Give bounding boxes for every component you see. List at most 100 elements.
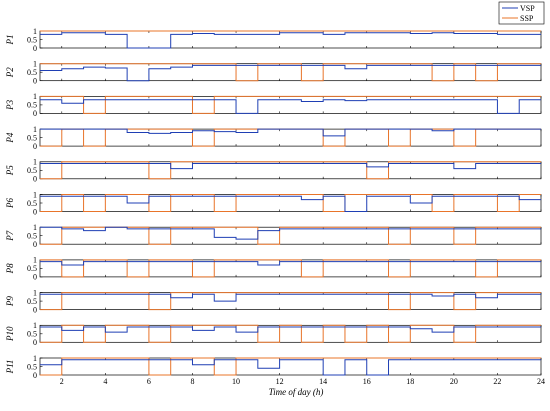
x-tick-label: 4 (103, 377, 107, 386)
panel-frame (39, 194, 542, 212)
panel-label: P9 (5, 296, 15, 307)
panel-label: P1 (5, 35, 15, 46)
x-axis-label: Time of day (h) (269, 387, 324, 397)
y-tick-label: 1 (33, 354, 37, 363)
y-tick-label: 0.5 (27, 35, 37, 44)
series-ssp-p2 (40, 63, 541, 82)
y-tick-label: 0 (33, 44, 37, 53)
y-tick-label: 0.5 (27, 68, 37, 77)
panel-frame (39, 292, 542, 310)
panel-label: P2 (5, 67, 15, 78)
series-ssp-p3 (40, 95, 541, 114)
y-tick-label: 0.5 (27, 199, 37, 208)
x-tick-label: 10 (232, 377, 240, 386)
y-tick-label: 1 (33, 125, 37, 134)
panel-frame (39, 226, 542, 245)
series-vsp-p1 (40, 32, 541, 49)
x-tick-label: 14 (319, 377, 327, 386)
y-tick-label: 0.5 (27, 297, 37, 306)
panel-p4: 00.51 P4 (5, 125, 542, 151)
x-tick-label: 2 (60, 377, 64, 386)
series-vsp-p11 (40, 359, 541, 376)
series-vsp-p9 (40, 293, 541, 302)
y-tick-label: 1 (33, 288, 37, 297)
x-tick-label: 22 (493, 377, 501, 386)
panel-frame (39, 324, 542, 343)
x-tick-label: 18 (406, 377, 414, 386)
x-tick-label: 24 (537, 377, 545, 386)
y-tick-label: 0.5 (27, 330, 37, 339)
series-ssp-p6 (40, 194, 541, 212)
panel-label: P4 (5, 132, 15, 143)
panel-p11: 00.51 P11 (5, 354, 542, 380)
y-tick-label: 0 (33, 109, 37, 118)
series-ssp-p4 (40, 128, 541, 147)
series-ssp-p5 (40, 161, 541, 180)
series-ssp-p8 (40, 259, 541, 278)
y-tick-label: 1 (33, 321, 37, 330)
panel-p7: 00.51 P7 (5, 223, 542, 249)
legend-label-ssp: SSP (520, 14, 534, 23)
panel-p2: 00.51 P2 (5, 60, 542, 86)
panel-p1: 00.51 P1 (5, 27, 542, 53)
panel-p10: 00.51 P10 (5, 321, 542, 347)
panel-p5: 00.51 P5 (5, 158, 542, 184)
series-ssp-p11 (40, 357, 541, 376)
y-tick-label: 0.5 (27, 264, 37, 273)
y-tick-label: 0.5 (27, 101, 37, 110)
x-tick-label: 20 (450, 377, 458, 386)
series-vsp-p10 (40, 326, 541, 333)
series-ssp-p9 (40, 292, 541, 311)
y-tick-label: 0 (33, 273, 37, 282)
panel-label: P8 (5, 263, 15, 274)
y-tick-label: 1 (33, 256, 37, 265)
y-tick-label: 0 (33, 175, 37, 184)
series-ssp-p7 (40, 226, 541, 245)
series-vsp-p7 (40, 226, 541, 240)
series-vsp-p4 (40, 128, 541, 137)
y-tick-label: 0.5 (27, 133, 37, 142)
panel-p3: 00.51 P3 (5, 92, 542, 118)
series-vsp-p6 (40, 195, 541, 212)
panel-label: P6 (5, 198, 15, 209)
y-tick-label: 0 (33, 240, 37, 249)
y-tick-label: 0.5 (27, 362, 37, 371)
x-tick-label: 12 (276, 377, 284, 386)
x-tick-label: 8 (190, 377, 194, 386)
panel-label: P5 (5, 165, 15, 176)
y-tick-label: 0 (33, 305, 37, 314)
panel-label: P3 (5, 99, 15, 110)
legend-label-vsp: VSP (520, 4, 535, 13)
series-vsp-p2 (40, 64, 541, 82)
y-tick-label: 0 (33, 338, 37, 347)
panel-p9: 00.51 P9 (5, 288, 542, 314)
panel-frame (39, 161, 542, 180)
panel-frame (39, 259, 542, 278)
y-tick-label: 1 (33, 60, 37, 69)
y-tick-label: 0 (33, 77, 37, 86)
panel-frame (39, 96, 542, 114)
series-ssp-p10 (40, 324, 541, 343)
panel-label: P11 (5, 360, 15, 375)
panel-p8: 00.51 P8 (5, 256, 542, 282)
series-vsp-p5 (40, 163, 541, 170)
y-tick-label: 0.5 (27, 166, 37, 175)
series-vsp-p8 (40, 261, 541, 266)
panels-group: 00.51P100.51P200.51P300.51P400.51P500.51… (5, 27, 542, 380)
panel-label: P7 (5, 230, 15, 241)
panel-label: P10 (5, 326, 15, 342)
panel-frame (39, 63, 542, 82)
y-tick-label: 0 (33, 207, 37, 216)
y-tick-label: 1 (33, 158, 37, 167)
y-tick-label: 1 (33, 223, 37, 232)
panel-p6: 00.51 P6 (5, 190, 542, 216)
x-tick-label: 6 (147, 377, 151, 386)
y-tick-label: 1 (33, 92, 37, 101)
y-tick-label: 0.5 (27, 232, 37, 241)
x-tick-label: 16 (363, 377, 371, 386)
y-tick-label: 1 (33, 190, 37, 199)
panel-frame (39, 357, 542, 376)
